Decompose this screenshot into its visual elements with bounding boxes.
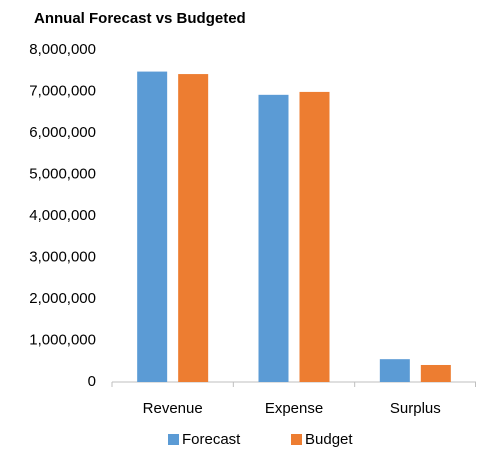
y-tick-label: 6,000,000 [29, 124, 96, 141]
x-tick-label: Revenue [143, 400, 203, 417]
bar [258, 94, 289, 382]
legend-label: Budget [305, 431, 353, 448]
bar [420, 364, 451, 382]
bar [137, 71, 168, 382]
bar [299, 91, 330, 382]
x-tick-label: Surplus [390, 400, 441, 417]
y-tick-label: 7,000,000 [29, 82, 96, 99]
y-tick-label: 3,000,000 [29, 248, 96, 265]
chart-title: Annual Forecast vs Budgeted [34, 10, 246, 27]
legend-swatch [168, 434, 179, 445]
y-tick-label: 5,000,000 [29, 165, 96, 182]
y-tick-label: 1,000,000 [29, 331, 96, 348]
legend-label: Forecast [182, 431, 241, 448]
x-tick-label: Expense [265, 400, 323, 417]
bar [379, 359, 410, 382]
y-tick-label: 4,000,000 [29, 207, 96, 224]
bar [178, 74, 209, 382]
y-tick-label: 0 [88, 373, 96, 390]
y-tick-label: 8,000,000 [29, 41, 96, 58]
y-tick-label: 2,000,000 [29, 290, 96, 307]
legend-swatch [291, 434, 302, 445]
